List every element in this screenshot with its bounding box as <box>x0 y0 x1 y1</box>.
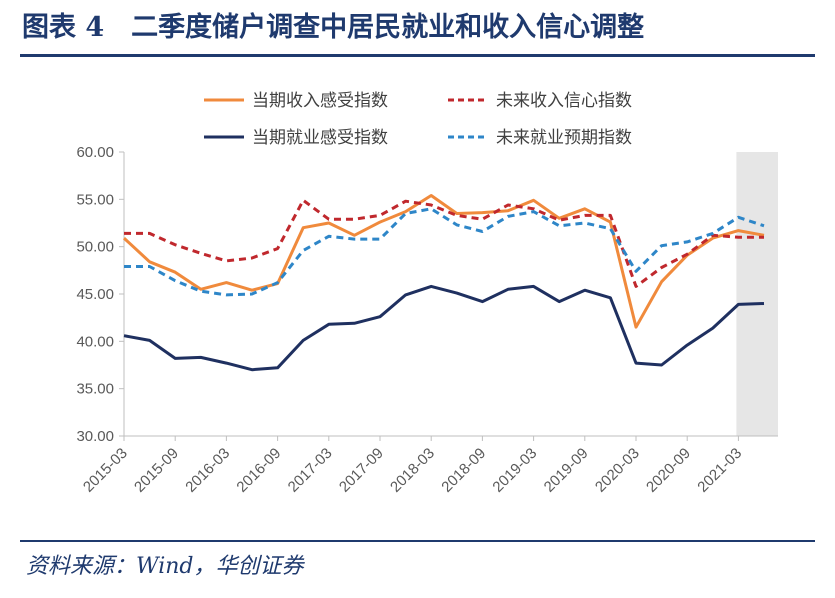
x-tick-label: 2015-09 <box>131 445 182 496</box>
employment-current-line <box>123 284 765 372</box>
y-tick-label: 30.00 <box>76 428 114 445</box>
x-tick-label: 2015-03 <box>80 445 131 496</box>
x-tick-label: 2019-09 <box>541 445 592 496</box>
income-future-line <box>124 198 764 288</box>
x-tick-label: 2018-09 <box>438 445 489 496</box>
x-tick-label: 2020-09 <box>643 445 694 496</box>
x-tick-label: 2018-03 <box>387 445 438 496</box>
y-tick-label: 45.00 <box>76 286 114 303</box>
figure-title: 图表 4 二季度储户调查中居民就业和收入信心调整 <box>22 12 645 43</box>
title-rule <box>20 54 815 57</box>
x-tick-label: 2017-09 <box>336 445 387 496</box>
income-current-line <box>122 194 765 329</box>
y-tick-label: 40.00 <box>76 333 114 350</box>
x-tick-label: 2017-03 <box>285 445 336 496</box>
employment-future-line <box>124 207 765 297</box>
legend-label: 未来收入信心指数 <box>496 91 632 111</box>
source-rule <box>20 540 815 542</box>
x-tick-label: 2019-03 <box>489 445 540 496</box>
x-tick-label: 2021-03 <box>694 445 745 496</box>
x-tick-label: 2016-09 <box>233 445 284 496</box>
legend-label: 当期就业感受指数 <box>252 128 388 148</box>
y-tick-label: 60.00 <box>76 144 114 161</box>
legend-label: 当期收入感受指数 <box>252 91 388 111</box>
shaded-region <box>736 152 778 436</box>
y-tick-label: 55.00 <box>76 191 114 208</box>
y-tick-label: 35.00 <box>76 381 114 398</box>
source-note: 资料来源：Wind，华创证券 <box>26 554 304 579</box>
x-tick-label: 2020-03 <box>592 445 643 496</box>
y-tick-label: 50.00 <box>76 239 114 256</box>
x-tick-label: 2016-03 <box>182 445 233 496</box>
legend-label: 未来就业预期指数 <box>496 128 632 148</box>
